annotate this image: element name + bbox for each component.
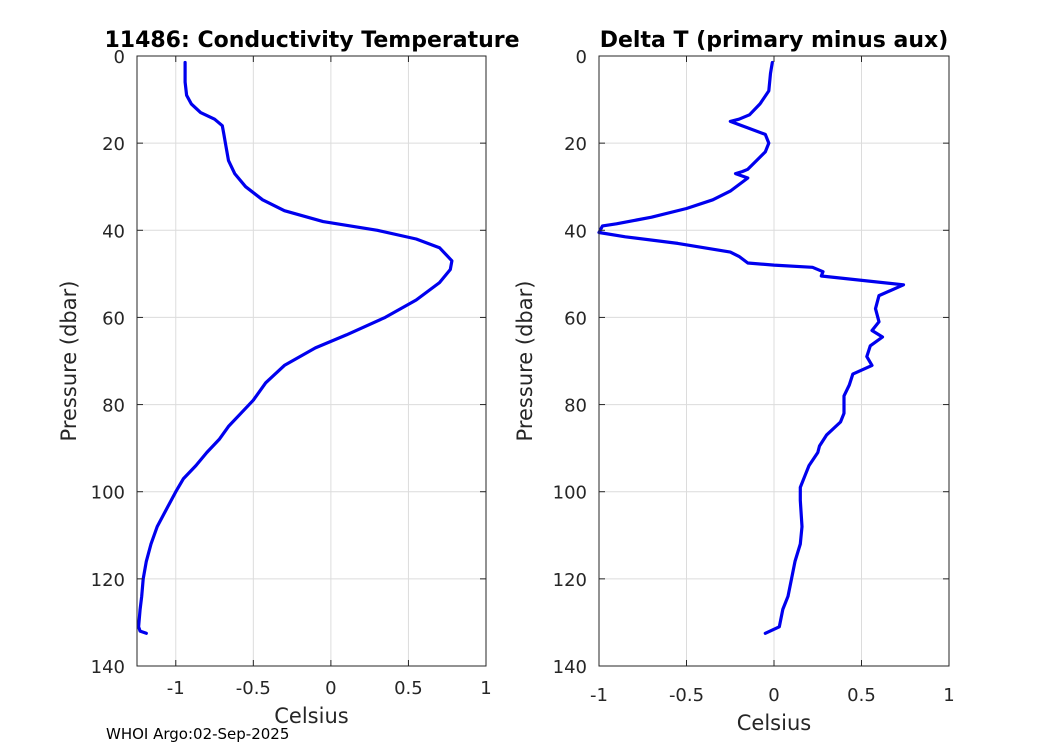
y-tick-label: 120 <box>91 570 125 591</box>
x-tick-label: 0.5 <box>847 685 876 706</box>
y-tick-label: 60 <box>564 308 587 329</box>
x-tick-label: 0.5 <box>394 678 423 699</box>
y-axis-label: Pressure (dbar) <box>57 281 81 442</box>
y-tick-label: 80 <box>564 396 587 417</box>
y-tick-label: 0 <box>114 47 125 68</box>
y-tick-label: 20 <box>564 134 587 155</box>
x-tick-label: 0 <box>768 685 779 706</box>
chart-title: 11486: Conductivity Temperature <box>104 28 519 53</box>
axes-frame <box>136 55 487 667</box>
y-tick-label: 100 <box>553 483 587 504</box>
x-tick-label: 1 <box>480 678 491 699</box>
y-tick-label: 140 <box>553 657 587 678</box>
x-tick-label: -0.5 <box>669 685 704 706</box>
x-axis-label: Celsius <box>737 711 811 735</box>
chart-title: Delta T (primary minus aux) <box>600 28 949 53</box>
y-tick-label: 120 <box>553 570 587 591</box>
plot-area <box>137 56 486 666</box>
delta-t-panel: -1 -0.5 0 0.5 1 0 20 40 60 80 100 120 140 Delta T (pr… <box>513 28 955 735</box>
y-tick-label: 100 <box>91 483 125 504</box>
x-tick-label: 1 <box>943 685 954 706</box>
y-tick-label: 40 <box>564 221 587 242</box>
y-tick-label: 60 <box>102 308 125 329</box>
x-tick-label: -1 <box>167 678 185 699</box>
conductivity-temperature-panel: -1 -0.5 0 0.5 1 0 20 40 60 80 100 120 140 11486: Cond… <box>57 28 520 728</box>
y-tick-label: 140 <box>91 657 125 678</box>
series-line <box>137 60 454 635</box>
y-tick-label: 20 <box>102 134 125 155</box>
x-tick-label: -1 <box>590 685 608 706</box>
footer-credit: WHOI Argo:02-Sep-2025 <box>106 725 290 743</box>
y-tick-label: 80 <box>102 396 125 417</box>
y-tick-label: 0 <box>576 47 587 68</box>
x-tick-label: -0.5 <box>236 678 271 699</box>
y-tick-label: 40 <box>102 221 125 242</box>
series-line <box>597 60 906 635</box>
y-axis-label: Pressure (dbar) <box>513 281 537 442</box>
x-axis-label: Celsius <box>274 704 348 728</box>
x-tick-label: 0 <box>325 678 336 699</box>
